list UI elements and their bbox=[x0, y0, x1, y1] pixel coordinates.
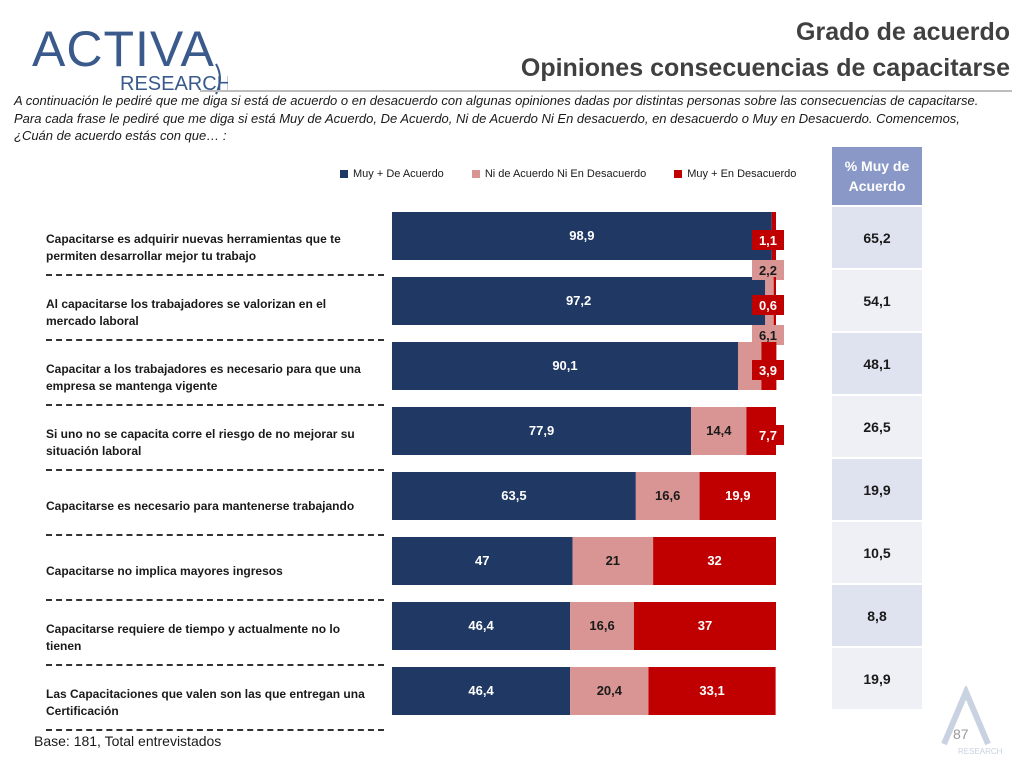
bar-segment bbox=[392, 407, 692, 455]
bar-segment bbox=[635, 472, 700, 520]
title-line-2: Opiniones consecuencias de capacitarse bbox=[520, 54, 1010, 82]
bar-segment bbox=[653, 537, 776, 585]
bar-segment bbox=[570, 602, 634, 650]
data-label: 3,9 bbox=[759, 363, 777, 378]
pct-table-cell: 48,1 bbox=[832, 333, 922, 394]
legend-label-agree: Muy + De Acuerdo bbox=[353, 168, 444, 180]
row-separator bbox=[46, 664, 384, 666]
data-label: 20,4 bbox=[597, 683, 623, 698]
data-label: 32 bbox=[707, 553, 721, 568]
page-title: Grado de acuerdo Opiniones consecuencias… bbox=[521, 14, 1010, 86]
row-separator bbox=[46, 404, 384, 406]
category-label: Capacitarse no implica mayores ingresos bbox=[46, 564, 283, 578]
svg-text:RESEARCH: RESEARCH bbox=[120, 73, 228, 95]
header-divider bbox=[200, 90, 1012, 92]
data-label-box bbox=[752, 360, 784, 380]
pct-table-cell: 26,5 bbox=[832, 396, 922, 457]
bar-segment bbox=[699, 472, 776, 520]
pct-table-cells: 65,2 54,1 48,1 26,5 19,9 10,5 8,8 19,9 bbox=[832, 207, 922, 709]
legend-item-disagree: Muy + En Desacuerdo bbox=[674, 168, 796, 180]
pct-table-header: % Muy de Acuerdo bbox=[832, 147, 922, 205]
pct-muy-de-acuerdo-table: % Muy de Acuerdo 65,2 54,1 48,1 26,5 19,9 10,… bbox=[832, 147, 922, 709]
data-label: 2,2 bbox=[759, 263, 777, 278]
row-separator bbox=[46, 599, 384, 601]
data-label-box bbox=[752, 230, 784, 250]
row-separator bbox=[46, 339, 384, 341]
data-label: 90,1 bbox=[552, 358, 577, 373]
data-label: 77,9 bbox=[529, 423, 554, 438]
pct-table-cell: 19,9 bbox=[832, 648, 922, 709]
page-number: 87 bbox=[953, 726, 969, 742]
data-label: 1,1 bbox=[759, 233, 777, 248]
legend-swatch-neutral bbox=[471, 170, 480, 178]
intro-text: A continuación le pediré que me diga si … bbox=[14, 93, 979, 143]
pct-table-cell: 54,1 bbox=[832, 270, 922, 331]
data-label: 7,7 bbox=[759, 428, 777, 443]
data-label: 14,4 bbox=[706, 423, 732, 438]
bar-segment bbox=[392, 212, 772, 260]
data-label: 33,1 bbox=[699, 683, 724, 698]
legend-swatch-disagree bbox=[674, 170, 683, 178]
data-label: 97,2 bbox=[566, 293, 591, 308]
data-label: 98,9 bbox=[569, 228, 594, 243]
base-note: Base: 181, Total entrevistados bbox=[34, 733, 222, 749]
row-separator bbox=[46, 469, 384, 471]
pct-table-cell: 19,9 bbox=[832, 459, 922, 520]
category-label: Capacitarse es necesario para mantenerse… bbox=[46, 499, 355, 513]
data-label: 21 bbox=[606, 553, 620, 568]
category-label: Capacitarse es adquirir nuevas herramien… bbox=[46, 232, 341, 263]
data-label: 63,5 bbox=[501, 488, 526, 503]
category-label: Capacitar a los trabajadores es necesari… bbox=[46, 362, 361, 393]
title-line-1: Grado de acuerdo bbox=[796, 18, 1010, 46]
legend-item-neutral: Ni de Acuerdo Ni En Desacuerdo bbox=[471, 168, 647, 180]
category-label: Si uno no se capacita corre el riesgo de… bbox=[46, 427, 355, 458]
row-separator bbox=[46, 729, 384, 731]
data-label-box bbox=[752, 325, 784, 345]
data-label: 19,9 bbox=[725, 488, 750, 503]
bar-segment bbox=[648, 667, 776, 715]
bar-segment bbox=[570, 667, 649, 715]
data-label-box bbox=[752, 295, 784, 315]
pct-table-cell: 8,8 bbox=[832, 585, 922, 646]
bar-segment bbox=[392, 472, 636, 520]
bar-segment bbox=[633, 602, 776, 650]
svg-text:RESEARCH: RESEARCH bbox=[958, 747, 1003, 756]
chart-legend: Muy + De Acuerdo Ni de Acuerdo Ni En Des… bbox=[340, 168, 796, 180]
data-label: 16,6 bbox=[655, 488, 680, 503]
data-label-box bbox=[752, 260, 784, 280]
legend-swatch-agree bbox=[340, 170, 348, 178]
pct-table-cell: 10,5 bbox=[832, 522, 922, 583]
category-label: Las Capacitaciones que valen son las que… bbox=[46, 687, 365, 718]
bar-segment bbox=[392, 537, 573, 585]
category-label: Capacitarse requiere de tiempo y actualm… bbox=[46, 622, 341, 653]
legend-label-disagree: Muy + En Desacuerdo bbox=[687, 168, 797, 180]
data-label: 0,6 bbox=[759, 298, 777, 313]
svg-text:ACTIVA: ACTIVA bbox=[32, 21, 215, 77]
bar-segment bbox=[572, 537, 654, 585]
legend-label-neutral: Ni de Acuerdo Ni En Desacuerdo bbox=[484, 168, 647, 180]
bar-segment bbox=[392, 667, 571, 715]
activa-footer-logo: RESEARCH bbox=[941, 686, 1003, 756]
data-label-box bbox=[752, 425, 784, 445]
data-label: 37 bbox=[698, 618, 712, 633]
bar-segment bbox=[392, 277, 766, 325]
bar-segment bbox=[392, 602, 571, 650]
data-label: 46,4 bbox=[468, 683, 494, 698]
pct-table-cell: 65,2 bbox=[832, 207, 922, 268]
bar-segment bbox=[691, 407, 747, 455]
row-separator bbox=[46, 274, 384, 276]
legend-item-agree: Muy + De Acuerdo bbox=[340, 168, 444, 180]
data-label: 16,6 bbox=[589, 618, 614, 633]
bar-segment bbox=[392, 342, 738, 390]
category-label: Al capacitarse los trabajadores se valor… bbox=[46, 297, 327, 328]
data-label: 6,1 bbox=[759, 328, 777, 343]
row-separator bbox=[46, 534, 384, 536]
activa-research-logo: ACTIVA RESEARCH bbox=[32, 21, 228, 95]
data-label: 47 bbox=[475, 553, 489, 568]
data-label: 46,4 bbox=[468, 618, 494, 633]
